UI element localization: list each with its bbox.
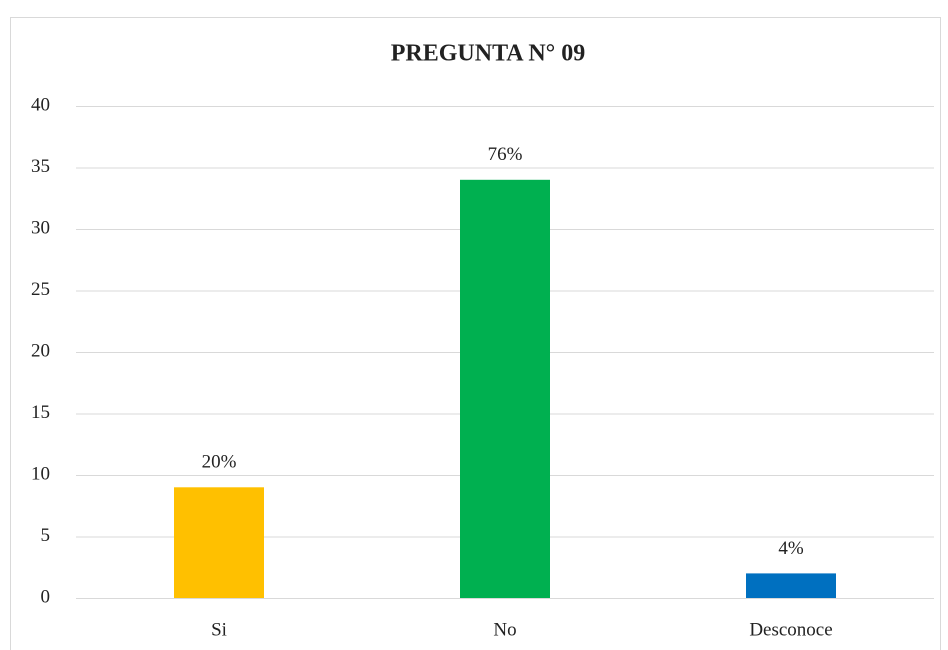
x-tick-label: Si bbox=[211, 619, 227, 640]
data-label: 76% bbox=[488, 144, 523, 165]
bar bbox=[746, 573, 836, 598]
y-tick-label: 20 bbox=[31, 340, 50, 361]
bar bbox=[174, 487, 264, 598]
y-tick-label: 0 bbox=[41, 586, 51, 607]
y-tick-label: 25 bbox=[31, 279, 50, 300]
bar bbox=[460, 179, 550, 599]
y-tick-label: 40 bbox=[31, 94, 50, 115]
y-tick-label: 35 bbox=[31, 156, 50, 177]
chart-title: PREGUNTA N° 09 bbox=[391, 41, 586, 67]
y-tick-label: 15 bbox=[31, 402, 50, 423]
data-label: 4% bbox=[778, 538, 804, 559]
y-tick-label: 30 bbox=[31, 217, 50, 238]
y-tick-label: 10 bbox=[31, 463, 50, 484]
y-tick-label: 5 bbox=[41, 525, 51, 546]
x-tick-label: No bbox=[493, 619, 516, 640]
x-tick-label: Desconoce bbox=[749, 619, 832, 640]
data-label: 20% bbox=[202, 452, 237, 473]
